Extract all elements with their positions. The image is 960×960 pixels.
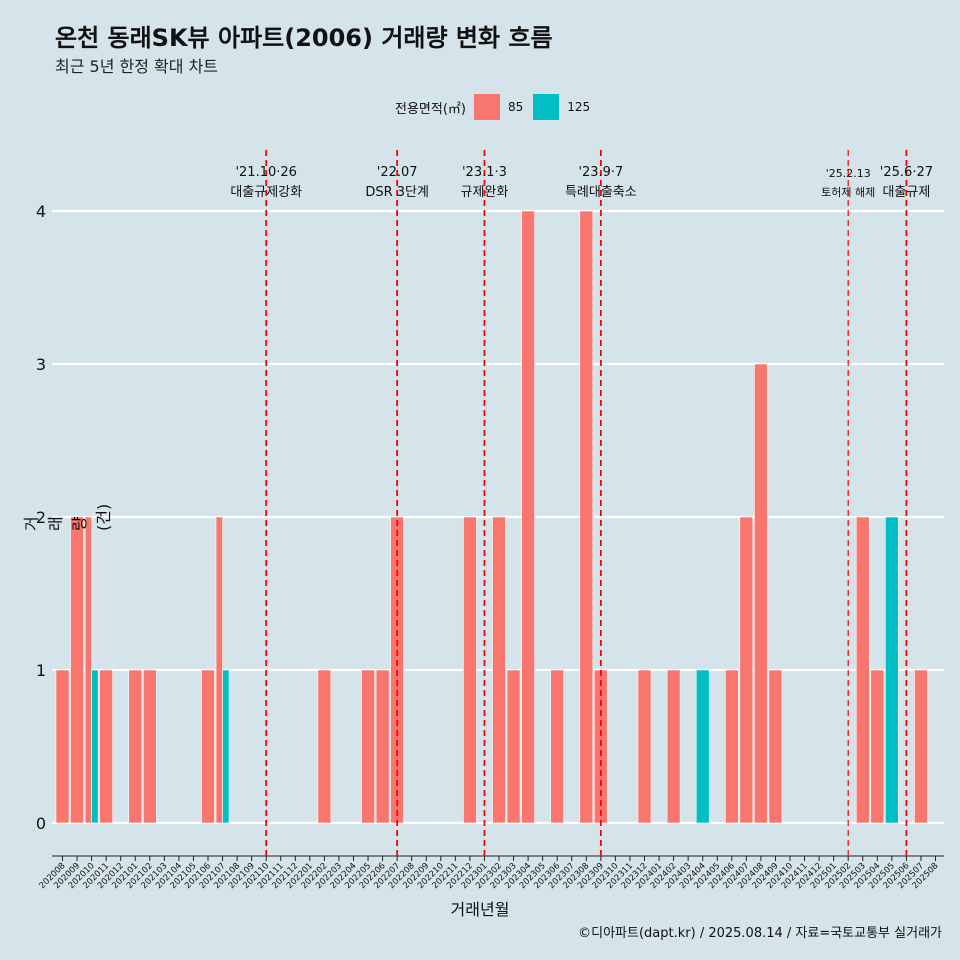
bar-85-202102 (143, 669, 157, 824)
bar-85-202308 (579, 210, 594, 824)
bar-85-202402 (666, 669, 681, 824)
bar-125-202505 (885, 516, 899, 824)
event-date-202110: '21.10·26 (235, 165, 296, 180)
legend-swatch-85 (473, 94, 500, 120)
event-label-202309: 특례대출축소 (565, 185, 637, 200)
y-tick-label-0: 0 (36, 814, 46, 833)
legend-swatch-125 (533, 94, 560, 120)
bar-85-202312 (637, 669, 652, 824)
bar-85-202212 (463, 516, 477, 824)
bar-85-202010 (84, 516, 92, 824)
legend: 전용면적(㎡) 85 125 (395, 94, 600, 120)
y-axis-title: 거래량(건) (22, 503, 113, 531)
bar-85-202406 (724, 669, 739, 824)
event-date-202502: '25.2.13 (826, 167, 871, 180)
y-tick-label-3: 3 (36, 355, 46, 374)
bar-85-202008 (55, 669, 70, 824)
bar-125-202010 (91, 669, 99, 824)
bar-85-202206 (375, 669, 390, 824)
event-date-202301: '23.1·3 (462, 165, 507, 180)
bar-85-202504 (870, 669, 885, 824)
event-date-202207: '22.07 (377, 165, 418, 180)
bar-85-202107 (215, 516, 223, 824)
bar-85-202011 (99, 669, 113, 824)
bar-85-202503 (855, 516, 870, 824)
bar-85-202408 (754, 363, 768, 824)
bar-85-202407 (739, 516, 754, 824)
legend-title: 전용면적(㎡) (395, 101, 466, 117)
event-label-202207: DSR 3단계 (365, 185, 429, 200)
bar-85-202507 (914, 669, 928, 824)
bar-85-202009 (70, 516, 84, 824)
legend-label-85: 85 (507, 100, 524, 114)
bar-125-202107 (222, 669, 230, 824)
x-axis-title: 거래년월 (450, 900, 510, 919)
bar-85-202101 (128, 669, 143, 824)
bar-85-202302 (492, 516, 506, 824)
y-tick-label-1: 1 (36, 661, 46, 680)
event-label-202110: 대출규제강화 (230, 185, 302, 200)
chart-subtitle: 최근 5년 한정 확대 차트 (55, 57, 219, 76)
legend-label-125: 125 (567, 100, 591, 114)
y-tick-label-2: 2 (36, 508, 46, 527)
event-label-202301: 규제완화 (461, 185, 509, 200)
bar-85-202205 (361, 669, 375, 824)
bar-85-202106 (201, 669, 215, 824)
event-date-202506: '25.6·27 (880, 165, 933, 180)
event-label-202502: 토허제 해제 (821, 185, 875, 199)
bar-85-202202 (317, 669, 332, 824)
y-axis-title-wrap: 거래량(건) (18, 503, 113, 551)
source-caption: ©디아파트(dapt.kr) / 2025.08.14 / 자료=국토교통부 실… (578, 926, 942, 941)
event-label-202506: 대출규제 (882, 185, 930, 200)
bar-125-202404 (695, 669, 710, 824)
y-tick-label-4: 4 (36, 202, 46, 221)
event-date-202309: '23.9·7 (578, 165, 623, 180)
bar-85-202303 (506, 669, 521, 824)
chart-title: 온천 동래SK뷰 아파트(2006) 거래량 변화 흐름 (55, 24, 553, 52)
bar-85-202306 (550, 669, 565, 824)
bar-85-202304 (521, 210, 535, 824)
bar-85-202409 (768, 669, 783, 824)
